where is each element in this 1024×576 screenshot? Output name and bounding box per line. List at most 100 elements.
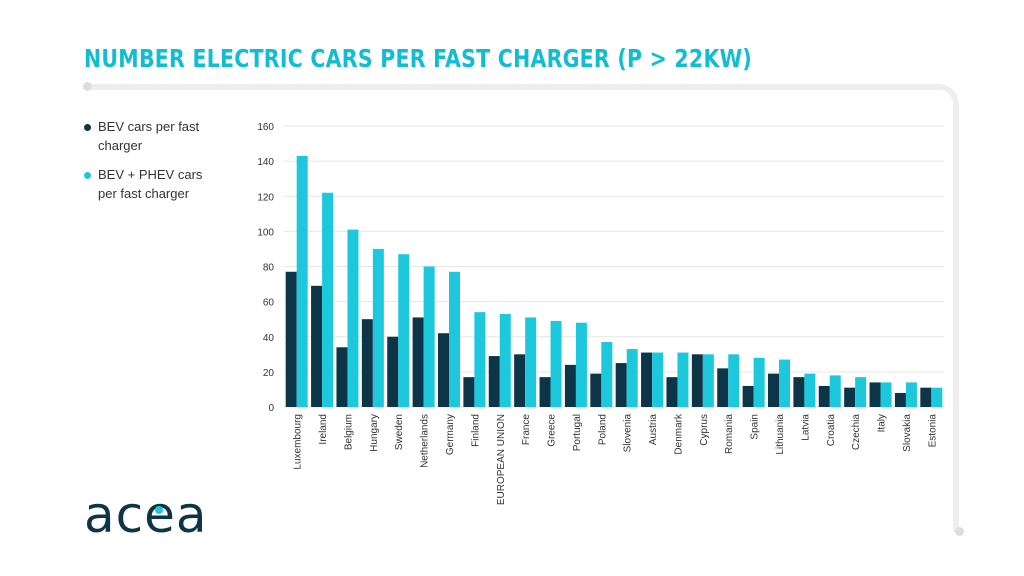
x-tick-label: Belgium	[343, 414, 354, 450]
x-tick-label: Finland	[470, 414, 481, 447]
bar-bev	[742, 385, 754, 407]
bar-bev	[311, 285, 323, 407]
bar-bev	[285, 271, 297, 407]
x-tick-label: Netherlands	[420, 414, 431, 468]
y-tick-label: 40	[263, 333, 275, 344]
x-tick-label: Romania	[724, 414, 735, 454]
bar-bev	[336, 347, 348, 407]
bar-bev	[768, 373, 779, 407]
bar-bev-phev	[652, 352, 664, 407]
bar-bev	[641, 352, 653, 407]
bar-bev-phev	[677, 352, 689, 407]
bar-bev-phev	[322, 192, 334, 407]
x-tick-label: Ireland	[318, 414, 329, 445]
bar-bev-phev	[499, 313, 511, 407]
x-tick-label: Slovenia	[623, 414, 634, 453]
bar-bev-phev	[525, 317, 537, 407]
y-tick-label: 20	[263, 368, 275, 379]
bar-bev-phev	[423, 266, 435, 407]
legend-swatch-bev	[84, 124, 91, 131]
x-tick-label: Slovakia	[902, 414, 913, 452]
legend-label-bev: BEV cars per fast charger	[98, 119, 200, 153]
frame-end-dot	[955, 527, 964, 536]
bar-bev	[514, 354, 526, 407]
bar-bev	[920, 387, 932, 407]
acea-logo-icon: acea	[84, 486, 208, 540]
bar-bev	[539, 377, 551, 407]
x-axis-ticks: Luxembourg Ireland Belgium Hungary Sweden Net…	[293, 413, 939, 505]
bar-bev	[717, 368, 729, 407]
y-tick-label: 120	[257, 192, 274, 203]
x-tick-label: Germany	[445, 414, 456, 455]
x-tick-label: Lithuania	[775, 414, 786, 455]
bar-bev-phev	[398, 254, 410, 407]
y-axis-ticks: 0 20 40 60 80 100 120 140 160	[257, 122, 274, 414]
bar-bev-phev	[296, 155, 308, 407]
legend-item-bev: BEV cars per fast charger	[84, 117, 224, 155]
bar-bev	[869, 382, 881, 407]
bar-bev-phev	[905, 382, 917, 407]
chart-title: NUMBER ELECTRIC CARS PER FAST CHARGER (P…	[84, 44, 753, 73]
x-tick-label: Latvia	[800, 414, 811, 441]
y-tick-label: 0	[268, 403, 274, 414]
bar-bev	[844, 387, 856, 407]
bar-bev-phev	[347, 229, 359, 407]
legend: BEV cars per fast charger BEV + PHEV car…	[84, 117, 224, 213]
logo-accent-dot	[155, 506, 163, 514]
x-tick-label: Sweden	[394, 414, 405, 450]
x-tick-label: Croatia	[826, 414, 837, 447]
x-tick-label: Italy	[877, 414, 888, 432]
bar-bev	[590, 373, 602, 407]
bar-bev	[818, 385, 830, 407]
bar-bev	[691, 354, 703, 407]
bar-bev	[463, 377, 475, 407]
bar-bev-phev	[601, 342, 613, 407]
bar-bev	[564, 364, 576, 407]
bar-bev-phev	[575, 322, 587, 407]
bar-bev-phev	[829, 375, 841, 407]
bar-bev	[793, 377, 805, 407]
bar-bev-phev	[753, 357, 765, 407]
bar-bev-phev	[931, 387, 943, 407]
bar-bev-phev	[626, 349, 638, 407]
x-tick-label: Hungary	[369, 414, 380, 452]
y-tick-label: 140	[257, 157, 274, 168]
bar-bev	[412, 317, 424, 407]
x-tick-label: Czechia	[851, 414, 862, 451]
bar-bev-phev	[372, 248, 384, 407]
y-tick-label: 100	[257, 227, 274, 238]
x-tick-label: Poland	[597, 414, 608, 445]
legend-label-phev: BEV + PHEV cars per fast charger	[98, 167, 203, 201]
bar-bev	[387, 336, 399, 407]
x-tick-label: Cyprus	[699, 414, 710, 446]
bar-bev-phev	[779, 359, 790, 407]
y-tick-label: 80	[263, 263, 275, 274]
bar-bev-phev	[728, 354, 740, 407]
bar-bev	[894, 392, 906, 407]
legend-item-phev: BEV + PHEV cars per fast charger	[84, 165, 224, 203]
x-tick-label: Greece	[547, 414, 558, 447]
y-tick-label: 160	[257, 122, 274, 133]
bars	[285, 155, 943, 407]
x-tick-label: France	[521, 414, 532, 446]
bar-bev-phev	[702, 354, 714, 407]
x-tick-label: Austria	[648, 414, 659, 446]
x-tick-label: Luxembourg	[293, 414, 304, 470]
bar-bev-phev	[550, 320, 562, 407]
bar-bev-phev	[855, 377, 867, 407]
x-tick-label: Portugal	[572, 414, 583, 451]
bar-bev-phev	[804, 373, 816, 407]
decorative-frame	[87, 84, 959, 532]
bar-bev	[666, 377, 678, 407]
bar-bev-phev	[474, 312, 486, 407]
bar-bev	[488, 356, 500, 407]
bar-bev-phev	[449, 271, 460, 407]
bar-bev-phev	[880, 382, 892, 407]
legend-swatch-phev	[84, 172, 91, 179]
x-tick-label: Estonia	[927, 414, 938, 448]
y-tick-label: 60	[263, 298, 275, 309]
x-tick-label: Spain	[750, 414, 761, 440]
bar-bev	[361, 319, 373, 407]
logo-wordmark: acea	[84, 486, 208, 540]
